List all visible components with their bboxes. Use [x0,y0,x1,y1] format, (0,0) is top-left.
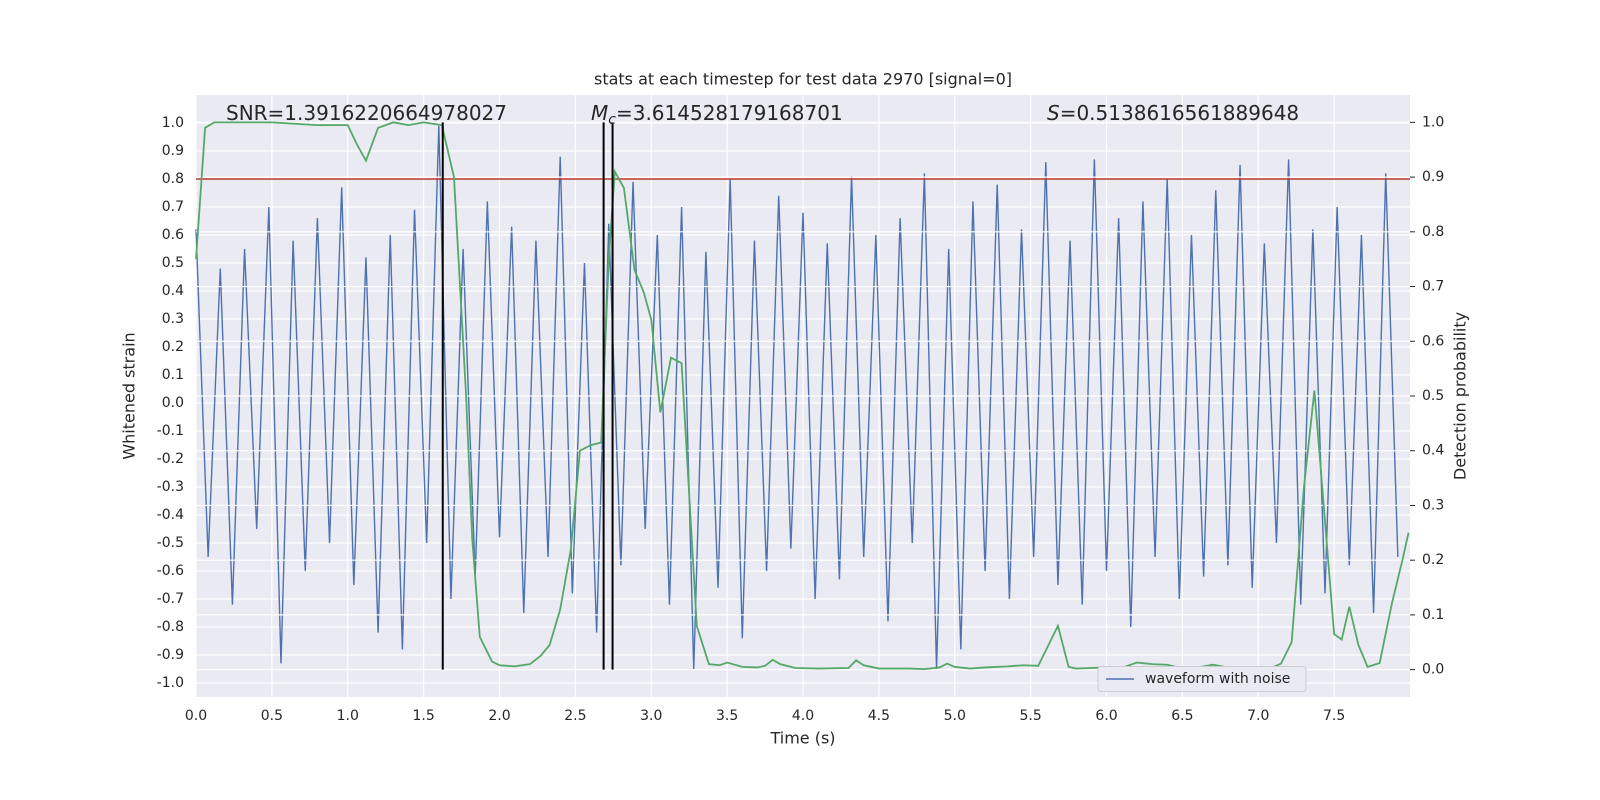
x-tick-label: 2.5 [564,708,586,724]
x-axis-label: Time (s) [769,729,835,748]
y2-tick-label: 0.9 [1422,169,1444,185]
y2-tick-label: 0.0 [1422,662,1444,678]
x-tick-label: 1.5 [412,708,434,724]
y2-tick-label: 0.3 [1422,497,1444,513]
y-tick-label: 0.6 [162,227,184,243]
y-tick-label: 0.2 [162,339,184,355]
legend: waveform with noise [1097,666,1307,692]
y-tick-label: -1.0 [157,675,184,691]
y-tick-label: -0.1 [157,423,184,439]
annotation: S=0.5138616561889648 [1047,101,1299,125]
x-tick-label: 3.5 [716,708,738,724]
x-tick-label: 3.0 [640,708,662,724]
y2-tick-label: 0.7 [1422,279,1444,295]
legend-box [1097,666,1307,692]
y-tick-label: -0.7 [157,591,184,607]
annotation-subscript: c [608,112,616,128]
x-tick-label: 5.0 [944,708,966,724]
y2-tick-label: 0.6 [1422,333,1444,349]
y-tick-label: -0.2 [157,451,184,467]
y-tick-label: 0.8 [162,171,184,187]
x-tick-label: 2.0 [488,708,510,724]
annotation-text: SNR=1.3916220664978027 [226,101,507,125]
y-tick-label: -0.3 [157,479,184,495]
chart-title: stats at each timestep for test data 297… [594,70,1012,89]
x-tick-label: 4.5 [868,708,890,724]
y-tick-label: 0.9 [162,143,184,159]
y-tick-label: -0.8 [157,619,184,635]
y-tick-label: 0.4 [162,283,184,299]
y2-tick-label: 0.8 [1422,224,1444,240]
y-tick-label: 0.5 [162,255,184,271]
y2-tick-label: 0.2 [1422,552,1444,568]
legend-label: waveform with noise [1145,671,1290,687]
y2-tick-label: 0.5 [1422,388,1444,404]
annotation-symbol: M [591,101,608,125]
y-tick-label: -0.4 [157,507,184,523]
y-tick-label: 0.7 [162,199,184,215]
y-tick-label: 0.3 [162,311,184,327]
annotation-text: =0.5138616561889648 [1060,101,1299,125]
y-axis-label: Whitened strain [120,332,139,459]
x-tick-label: 7.0 [1247,708,1269,724]
y-tick-label: -0.5 [157,535,184,551]
annotation: Mc=3.614528179168701 [591,101,843,129]
y2-tick-label: 1.0 [1422,114,1444,130]
x-tick-label: 6.0 [1095,708,1117,724]
y-tick-label: 1.0 [162,115,184,131]
y2-tick-label: 0.4 [1422,443,1444,459]
y-tick-label: 0.1 [162,367,184,383]
y2-axis-label: Detection probability [1451,312,1470,480]
y-tick-label: -0.9 [157,647,184,663]
annotation: SNR=1.3916220664978027 [226,101,507,125]
y-tick-label: -0.6 [157,563,184,579]
x-tick-label: 7.5 [1323,708,1345,724]
x-tick-label: 6.5 [1171,708,1193,724]
x-tick-label: 0.5 [261,708,283,724]
x-tick-label: 4.0 [792,708,814,724]
series-line [195,125,1399,670]
annotation-symbol: S [1047,101,1060,125]
y2-tick-label: 0.1 [1422,607,1444,623]
x-tick-label: 5.5 [1019,708,1041,724]
x-tick-label: 1.0 [337,708,359,724]
y-tick-label: 0.0 [162,395,184,411]
x-tick-label: 0.0 [185,708,207,724]
annotation-text: =3.614528179168701 [616,101,843,125]
